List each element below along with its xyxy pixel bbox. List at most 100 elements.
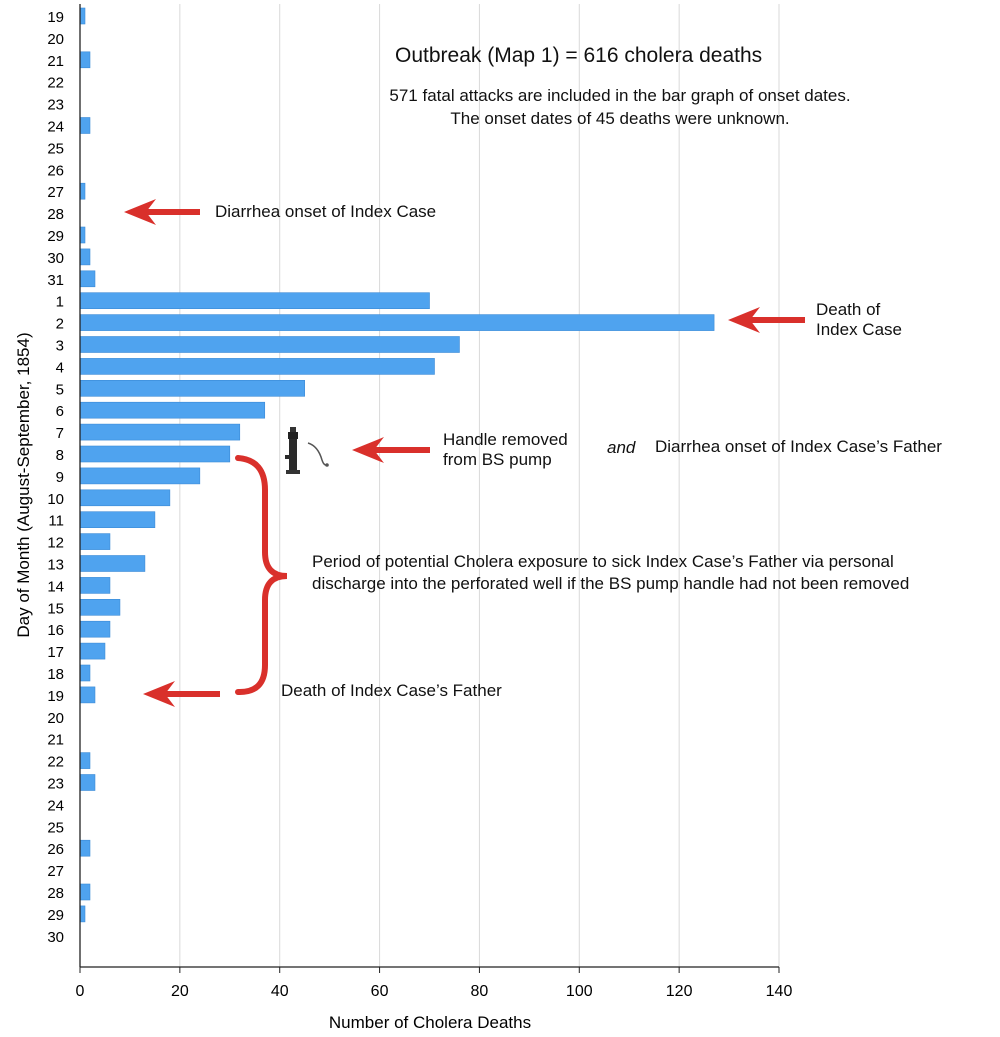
bar bbox=[79, 314, 715, 331]
bar bbox=[79, 467, 201, 485]
bar bbox=[79, 7, 86, 25]
bar bbox=[79, 642, 106, 660]
bar bbox=[79, 555, 146, 572]
y-tick-label: 26 bbox=[47, 841, 64, 858]
bar bbox=[79, 270, 96, 288]
annotation-line: Handle removed bbox=[443, 430, 568, 449]
y-tick-label: 2 bbox=[56, 316, 64, 333]
y-tick-label: 23 bbox=[47, 97, 64, 114]
y-tick-label: 28 bbox=[47, 206, 64, 223]
y-tick-label: 25 bbox=[47, 819, 64, 836]
chart-subtitle: 571 fatal attacks are included in the ba… bbox=[300, 84, 940, 130]
y-tick-label: 28 bbox=[47, 885, 64, 902]
annotation-father-death: Death of Index Case’s Father bbox=[281, 681, 502, 700]
x-tick-label: 0 bbox=[76, 983, 85, 1000]
y-tick-label: 23 bbox=[47, 776, 64, 793]
y-tick-label: 5 bbox=[56, 381, 64, 398]
y-tick-label: 4 bbox=[56, 359, 64, 376]
x-tick-label: 120 bbox=[666, 983, 693, 1000]
bar bbox=[79, 598, 121, 616]
bar bbox=[79, 423, 241, 441]
annotation-line: discharge into the perforated well if th… bbox=[312, 574, 910, 593]
y-tick-label: 29 bbox=[47, 228, 64, 245]
curly-brace bbox=[235, 455, 288, 696]
annotation-line: Death of bbox=[816, 300, 881, 319]
bar bbox=[79, 336, 460, 353]
y-tick-label: 14 bbox=[47, 578, 64, 595]
x-tick-label: 140 bbox=[766, 983, 793, 1000]
y-tick-label: 17 bbox=[47, 644, 64, 661]
y-tick-label: 20 bbox=[47, 710, 64, 727]
y-tick-label: 16 bbox=[47, 622, 64, 639]
bar bbox=[79, 752, 91, 769]
y-tick-label: 13 bbox=[47, 557, 64, 574]
gridlines bbox=[179, 4, 780, 967]
bar bbox=[79, 489, 171, 507]
y-tick-label: 1 bbox=[56, 294, 64, 311]
water-pump-icon bbox=[285, 427, 329, 474]
y-tick-label: 22 bbox=[47, 75, 64, 92]
bar bbox=[79, 379, 305, 397]
y-tick-label: 3 bbox=[56, 338, 64, 355]
y-tick-label: 19 bbox=[47, 688, 64, 705]
y-tick-label: 18 bbox=[47, 666, 64, 683]
y-tick-label: 31 bbox=[47, 272, 64, 289]
bar bbox=[79, 883, 91, 901]
bar bbox=[79, 577, 111, 594]
y-tick-label: 22 bbox=[47, 754, 64, 771]
bar bbox=[79, 839, 91, 857]
bar bbox=[79, 117, 91, 134]
annotation-line: Index Case bbox=[816, 320, 902, 339]
bar bbox=[79, 620, 111, 638]
y-axis-label: Day of Month (August-September, 1854) bbox=[14, 332, 33, 637]
y-tick-labels: 1920212223242526272829303112345678910111… bbox=[47, 9, 64, 946]
bar bbox=[79, 292, 430, 310]
annotation-index-onset: Diarrhea onset of Index Case bbox=[215, 202, 437, 221]
bar bbox=[79, 51, 91, 69]
arrow-icon bbox=[728, 307, 805, 333]
y-tick-label: 21 bbox=[47, 53, 64, 70]
bar bbox=[79, 358, 435, 375]
y-tick-label: 27 bbox=[47, 184, 64, 201]
bar bbox=[79, 248, 91, 266]
y-tick-label: 19 bbox=[47, 9, 64, 26]
bar bbox=[79, 664, 91, 682]
annotation-exposure-period: Period of potential Cholera exposure to … bbox=[312, 551, 909, 595]
x-tick-label: 100 bbox=[566, 983, 593, 1000]
bar bbox=[79, 905, 86, 923]
y-tick-label: 7 bbox=[56, 425, 64, 442]
y-tick-label: 24 bbox=[47, 797, 64, 814]
x-tick-label: 40 bbox=[271, 983, 289, 1000]
arrow-icon bbox=[143, 681, 220, 707]
annotation-line: Period of potential Cholera exposure to … bbox=[312, 552, 894, 571]
bar bbox=[79, 226, 86, 244]
y-tick-label: 21 bbox=[47, 732, 64, 749]
y-tick-label: 30 bbox=[47, 250, 64, 267]
bar bbox=[79, 686, 96, 704]
annotation-handle-removed: Handle removed from BS pump bbox=[443, 430, 568, 470]
y-tick-label: 15 bbox=[47, 600, 64, 617]
annotation-line: from BS pump bbox=[443, 450, 552, 469]
subtitle-line: 571 fatal attacks are included in the ba… bbox=[389, 86, 851, 105]
y-tick-label: 8 bbox=[56, 447, 64, 464]
annotation-and: and bbox=[607, 438, 636, 457]
bar bbox=[79, 182, 86, 200]
bar bbox=[79, 401, 266, 419]
y-tick-label: 26 bbox=[47, 162, 64, 179]
x-tick-label: 60 bbox=[371, 983, 389, 1000]
chart-title: Outbreak (Map 1) = 616 cholera deaths bbox=[395, 44, 763, 67]
y-tick-label: 30 bbox=[47, 929, 64, 946]
y-tick-label: 24 bbox=[47, 119, 64, 136]
y-tick-label: 10 bbox=[47, 491, 64, 508]
annotation-index-death: Death of Index Case bbox=[816, 300, 902, 340]
y-tick-label: 25 bbox=[47, 140, 64, 157]
y-tick-label: 6 bbox=[56, 403, 64, 420]
bar bbox=[79, 445, 231, 463]
subtitle-line: The onset dates of 45 deaths were unknow… bbox=[450, 109, 790, 128]
x-axis-label: Number of Cholera Deaths bbox=[329, 1013, 531, 1032]
arrow-icon bbox=[124, 199, 200, 225]
y-tick-label: 27 bbox=[47, 863, 64, 880]
y-tick-label: 9 bbox=[56, 469, 64, 486]
y-tick-label: 12 bbox=[47, 535, 64, 552]
